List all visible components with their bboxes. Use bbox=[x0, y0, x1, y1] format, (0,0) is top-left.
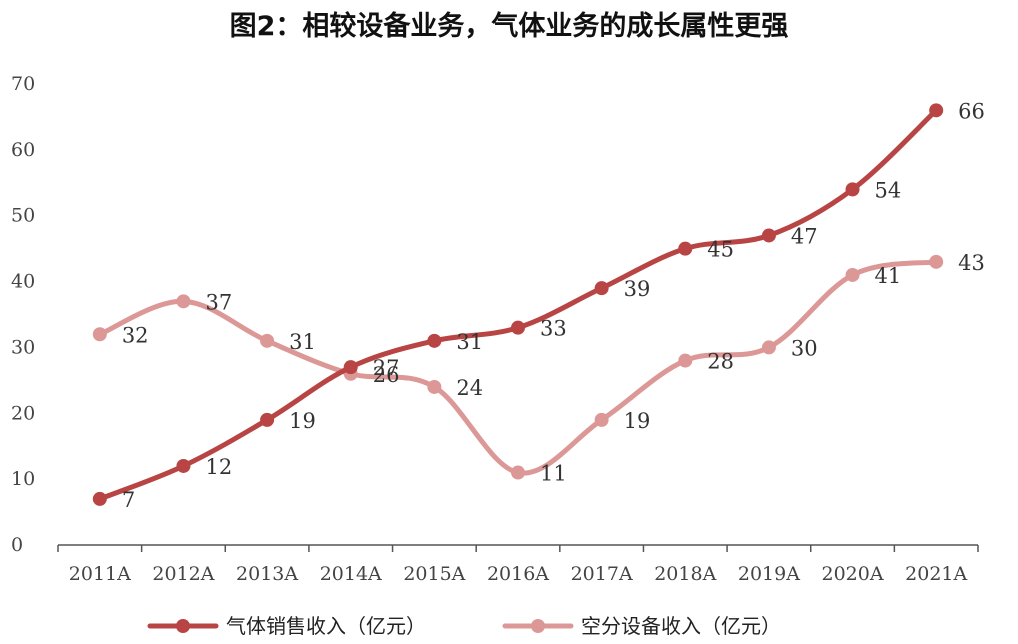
data-label-0: 27 bbox=[373, 356, 400, 380]
x-tick-label: 2020A bbox=[822, 563, 884, 585]
data-point-0 bbox=[427, 333, 442, 348]
legend-label-0: 气体销售收入（亿元） bbox=[226, 614, 426, 638]
data-point-0 bbox=[845, 182, 860, 197]
x-tick-label: 2018A bbox=[654, 563, 716, 585]
data-point-1 bbox=[929, 254, 944, 269]
data-point-1 bbox=[260, 333, 275, 348]
legend-swatch-marker-1 bbox=[531, 619, 545, 633]
data-point-0 bbox=[92, 491, 107, 506]
data-point-0 bbox=[929, 103, 944, 118]
data-label-1: 43 bbox=[958, 251, 985, 275]
x-tick-label: 2016A bbox=[487, 563, 549, 585]
data-label-0: 7 bbox=[122, 488, 135, 512]
data-point-0 bbox=[343, 360, 358, 375]
data-label-1: 30 bbox=[791, 336, 818, 360]
data-label-0: 45 bbox=[707, 238, 734, 262]
data-point-1 bbox=[92, 327, 107, 342]
data-label-1: 19 bbox=[624, 409, 651, 433]
data-point-0 bbox=[761, 228, 776, 243]
x-axis: 2011A 2012A 2013A 2014A 2015A 2016A 2017A 2018A… bbox=[57, 544, 979, 585]
data-label-1: 41 bbox=[875, 264, 902, 288]
data-point-1 bbox=[427, 379, 442, 394]
legend-label-1: 空分设备收入（亿元） bbox=[581, 614, 781, 638]
data-label-1: 26 bbox=[373, 363, 400, 387]
y-tick-label: 60 bbox=[11, 139, 35, 161]
y-tick-label: 70 bbox=[11, 73, 35, 95]
data-label-0: 19 bbox=[289, 409, 316, 433]
y-tick-label: 50 bbox=[11, 205, 35, 227]
data-point-1 bbox=[761, 340, 776, 355]
y-tick-label: 40 bbox=[11, 271, 35, 293]
data-point-0 bbox=[678, 241, 693, 256]
y-tick-label: 20 bbox=[11, 402, 35, 424]
data-point-0 bbox=[260, 412, 275, 427]
y-tick-label: 10 bbox=[11, 468, 35, 490]
data-point-1 bbox=[176, 294, 191, 309]
x-tick-label: 2013A bbox=[236, 563, 298, 585]
data-point-1 bbox=[678, 353, 693, 368]
x-tick-label: 2021A bbox=[905, 563, 967, 585]
x-tick-label: 2012A bbox=[152, 563, 214, 585]
x-tick-label: 2019A bbox=[738, 563, 800, 585]
data-point-0 bbox=[176, 458, 191, 473]
data-labels: 7 12 19 27 31 33 39 45 47 54 66 32 37 31 26 24 11 19 28 30 4… bbox=[122, 99, 985, 512]
data-point-0 bbox=[511, 320, 525, 335]
data-label-1: 24 bbox=[456, 376, 483, 400]
y-axis-ticks: 0 10 20 30 40 50 60 70 bbox=[11, 73, 35, 556]
chart-title: 图2：相较设备业务，气体业务的成长属性更强 bbox=[229, 11, 789, 42]
data-label-0: 39 bbox=[624, 277, 651, 301]
x-tick-label: 2017A bbox=[571, 563, 633, 585]
data-point-1 bbox=[511, 465, 525, 480]
data-label-1: 11 bbox=[540, 462, 567, 486]
data-point-1 bbox=[845, 267, 860, 282]
data-label-1: 28 bbox=[707, 350, 734, 374]
x-tick-label: 2011A bbox=[69, 563, 131, 585]
x-tick-label: 2015A bbox=[403, 563, 465, 585]
data-label-1: 32 bbox=[122, 323, 149, 347]
data-label-0: 66 bbox=[958, 99, 985, 123]
data-label-1: 37 bbox=[205, 290, 232, 314]
data-label-0: 54 bbox=[875, 178, 902, 202]
data-point-0 bbox=[594, 281, 609, 296]
data-label-0: 47 bbox=[791, 224, 818, 248]
data-label-0: 12 bbox=[205, 455, 232, 479]
data-label-0: 33 bbox=[540, 317, 567, 341]
legend: 气体销售收入（亿元） 空分设备收入（亿元） bbox=[147, 614, 781, 638]
series-layer bbox=[92, 103, 944, 506]
y-tick-label: 0 bbox=[11, 534, 23, 556]
data-point-1 bbox=[594, 412, 609, 427]
y-tick-label: 30 bbox=[11, 336, 35, 358]
x-tick-label: 2014A bbox=[320, 563, 382, 585]
data-label-1: 31 bbox=[289, 330, 316, 354]
data-label-0: 31 bbox=[456, 330, 483, 354]
legend-swatch-marker-0 bbox=[176, 619, 190, 633]
